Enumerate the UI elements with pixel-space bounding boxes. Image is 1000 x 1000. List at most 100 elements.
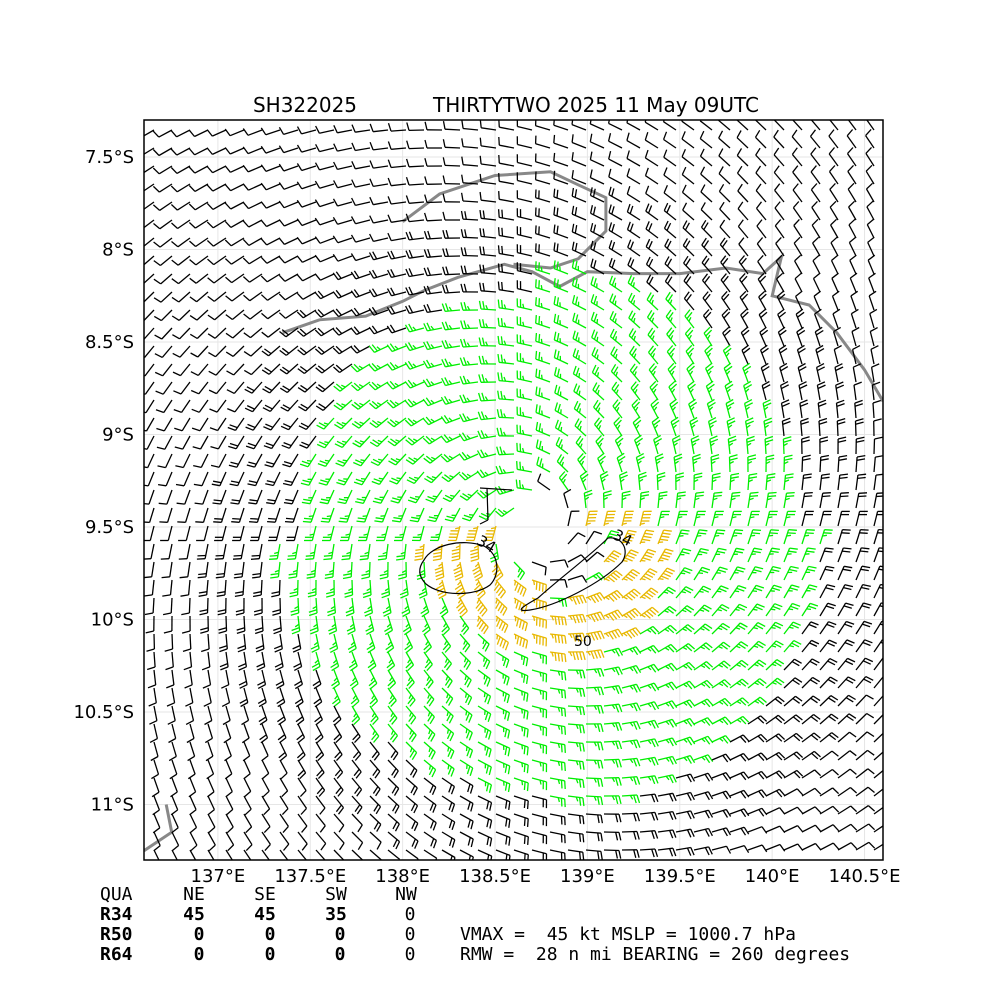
wind-barb: [830, 254, 839, 275]
wind-barb: [224, 201, 245, 210]
wind-barb: [684, 309, 695, 329]
wind-barb: [693, 791, 714, 801]
wind-barb: [368, 381, 389, 391]
wind-barb: [693, 679, 714, 689]
wind-barb: [404, 360, 425, 370]
wind-barb: [312, 669, 322, 690]
wind-barb: [188, 129, 209, 138]
wind-barb: [423, 230, 443, 240]
wind-barb: [729, 826, 750, 836]
table-cell: 0: [335, 924, 346, 945]
wind-barb: [603, 703, 623, 713]
wind-barb: [603, 666, 623, 676]
wind-barb: [341, 543, 353, 561]
wind-barb: [211, 471, 227, 487]
wind-barb: [144, 219, 155, 229]
wind-barb: [693, 529, 708, 545]
wind-barb: [567, 849, 585, 860]
wind-barb: [513, 831, 529, 845]
wind-barb: [865, 164, 875, 185]
wind-barb: [163, 615, 173, 634]
wind-barb: [334, 417, 353, 430]
wind-barb: [779, 362, 789, 383]
wind-barb: [351, 741, 362, 761]
wind-barb: [401, 597, 411, 618]
wind-barb: [192, 435, 209, 450]
wind-barb: [477, 633, 490, 652]
wind-barb: [762, 399, 772, 419]
wind-barb: [477, 669, 491, 687]
wind-barb: [855, 473, 867, 491]
wind-barb: [627, 292, 641, 311]
wind-barb: [644, 132, 659, 149]
wind-barb: [361, 561, 371, 580]
wind-barb: [144, 525, 155, 542]
wind-barb: [387, 269, 407, 279]
wind-barb: [261, 363, 281, 375]
wind-barb: [386, 324, 407, 334]
wind-barb: [206, 219, 227, 229]
wind-barb: [855, 749, 875, 761]
wind-barb: [405, 777, 418, 796]
wind-barb: [153, 255, 173, 267]
table-cell: 45: [254, 904, 276, 925]
wind-barb: [350, 216, 371, 225]
wind-barb: [351, 399, 371, 410]
wind-barb: [387, 435, 407, 447]
wind-barb: [718, 183, 731, 203]
wind-barb: [535, 350, 551, 365]
wind-barb: [744, 417, 754, 437]
wind-barb: [608, 186, 623, 203]
wind-barb: [743, 399, 753, 419]
contour-label-34-se: 34: [610, 526, 635, 550]
wind-barb: [665, 309, 677, 329]
wind-barb: [260, 237, 281, 246]
wind-barb: [741, 344, 751, 365]
wind-barb: [243, 795, 252, 816]
wind-barb: [873, 510, 883, 527]
wind-barb: [447, 525, 461, 542]
wind-barb: [424, 176, 443, 185]
wind-barb: [153, 291, 173, 303]
wind-barb: [314, 236, 335, 244]
wind-barb: [675, 717, 696, 727]
wind-barb: [726, 417, 736, 437]
wind-barb: [810, 165, 821, 185]
wind-barb: [736, 120, 749, 131]
rmw-bearing-text: RMW = 28 n mi BEARING = 260 degrees: [460, 944, 850, 965]
wind-barb: [549, 579, 568, 588]
wind-barb: [296, 273, 317, 282]
wind-barb: [226, 381, 245, 394]
wind-barb: [181, 597, 191, 616]
wind-barb: [149, 705, 158, 725]
wind-barb: [459, 741, 474, 759]
lat-tick-label: 9.5°S: [85, 517, 134, 538]
wind-barb: [150, 741, 159, 762]
wind-barb: [792, 201, 803, 221]
wind-barb: [800, 417, 810, 437]
wind-barb: [711, 547, 727, 563]
wind-barb: [243, 849, 252, 860]
wind-barb: [405, 286, 425, 296]
wind-barb: [294, 687, 304, 708]
wind-barb: [144, 561, 155, 579]
wind-barb: [188, 147, 209, 156]
wind-barb: [531, 795, 548, 809]
wind-barb: [441, 633, 452, 653]
wind-barb: [577, 452, 587, 473]
wind-barb: [224, 147, 245, 155]
wind-barb: [154, 363, 173, 377]
wind-barb: [516, 334, 533, 347]
wind-barb: [656, 471, 666, 491]
wind-barb: [567, 594, 587, 605]
wind-barb: [497, 245, 515, 257]
wind-barb: [675, 510, 688, 527]
wind-barb: [873, 455, 883, 473]
wind-barb: [516, 154, 533, 167]
wind-barb: [513, 813, 529, 827]
wind-barb: [729, 771, 750, 781]
wind-barb: [477, 687, 492, 705]
wind-barb: [314, 162, 335, 171]
wind-barb: [556, 454, 569, 473]
wind-barb: [855, 492, 868, 509]
